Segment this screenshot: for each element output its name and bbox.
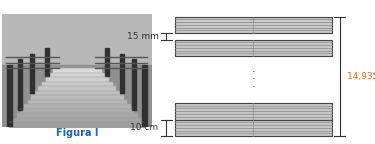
Bar: [105, 48, 109, 76]
Bar: [132, 59, 136, 110]
Text: ·: ·: [251, 67, 255, 77]
Bar: [45, 48, 49, 76]
Bar: [18, 59, 22, 110]
Bar: [175, 103, 332, 120]
Bar: [142, 65, 147, 127]
Bar: [7, 65, 12, 127]
Text: ·: ·: [251, 82, 255, 92]
Bar: [2, 14, 152, 65]
Text: 10 cm: 10 cm: [130, 123, 159, 132]
Text: Figura I: Figura I: [56, 128, 98, 138]
Bar: [30, 54, 34, 93]
Bar: [2, 65, 152, 127]
Text: 14,935 m: 14,935 m: [347, 72, 375, 81]
Bar: [175, 120, 332, 136]
Bar: [175, 17, 332, 33]
Text: ·: ·: [251, 75, 255, 85]
Bar: [175, 40, 332, 56]
Text: 15 mm: 15 mm: [127, 32, 159, 41]
Bar: [120, 54, 124, 93]
